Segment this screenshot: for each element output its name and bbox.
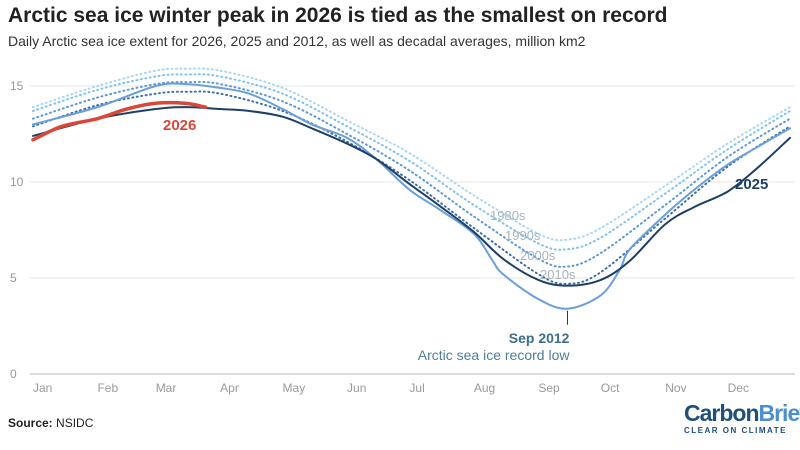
series-line-2026 [31, 100, 208, 142]
series-line-2000s [32, 80, 791, 268]
x-tick-label: Aug [474, 381, 495, 395]
series-line-2025 [32, 106, 791, 287]
annotation-title: Sep 2012 [509, 330, 570, 346]
source-label: Source: [8, 416, 53, 430]
series-label-1990s: 1990s [505, 228, 541, 243]
series-label-2025: 2025 [735, 176, 768, 193]
series-line-1980s [32, 67, 791, 242]
x-tick-label: Jul [409, 381, 424, 395]
x-tick-label: Jan [33, 381, 52, 395]
chart-subtitle: Daily Arctic sea ice extent for 2026, 20… [8, 33, 586, 49]
annotation-text: Arctic sea ice record low [418, 347, 571, 363]
series-label-2000s: 2000s [520, 248, 556, 263]
series-label-2026: 2026 [163, 117, 196, 134]
x-tick-label: Oct [601, 381, 620, 395]
chart-title: Arctic sea ice winter peak in 2026 is ti… [8, 4, 668, 27]
logo-part2: Brief [758, 400, 800, 426]
x-tick-label: Jun [347, 381, 366, 395]
series-line-2012 [32, 82, 791, 310]
source-value: NSIDC [56, 416, 94, 430]
series-label-1980s: 1980s [490, 208, 526, 223]
x-tick-label: May [283, 381, 306, 395]
x-tick-label: Feb [97, 381, 118, 395]
x-tick-label: Mar [156, 381, 177, 395]
source-note: Source: NSIDC [8, 416, 93, 430]
x-tick-label: Dec [728, 381, 749, 395]
logo-part1: Carbon [684, 400, 759, 426]
carbonbrief-logo: CarbonBrief CLEAR ON CLIMATE [684, 402, 800, 435]
y-tick-label: 15 [10, 79, 24, 93]
y-tick-label: 0 [10, 367, 17, 381]
series-line-1990s [32, 73, 791, 251]
x-tick-label: Nov [665, 381, 686, 395]
series-line-2010s [32, 90, 791, 285]
x-tick-label: Apr [220, 381, 239, 395]
series-label-2010s: 2010s [540, 267, 576, 282]
y-tick-label: 10 [10, 175, 24, 189]
x-tick-label: Sep [538, 381, 560, 395]
y-tick-label: 5 [10, 271, 17, 285]
logo-tagline: CLEAR ON CLIMATE [684, 426, 787, 435]
